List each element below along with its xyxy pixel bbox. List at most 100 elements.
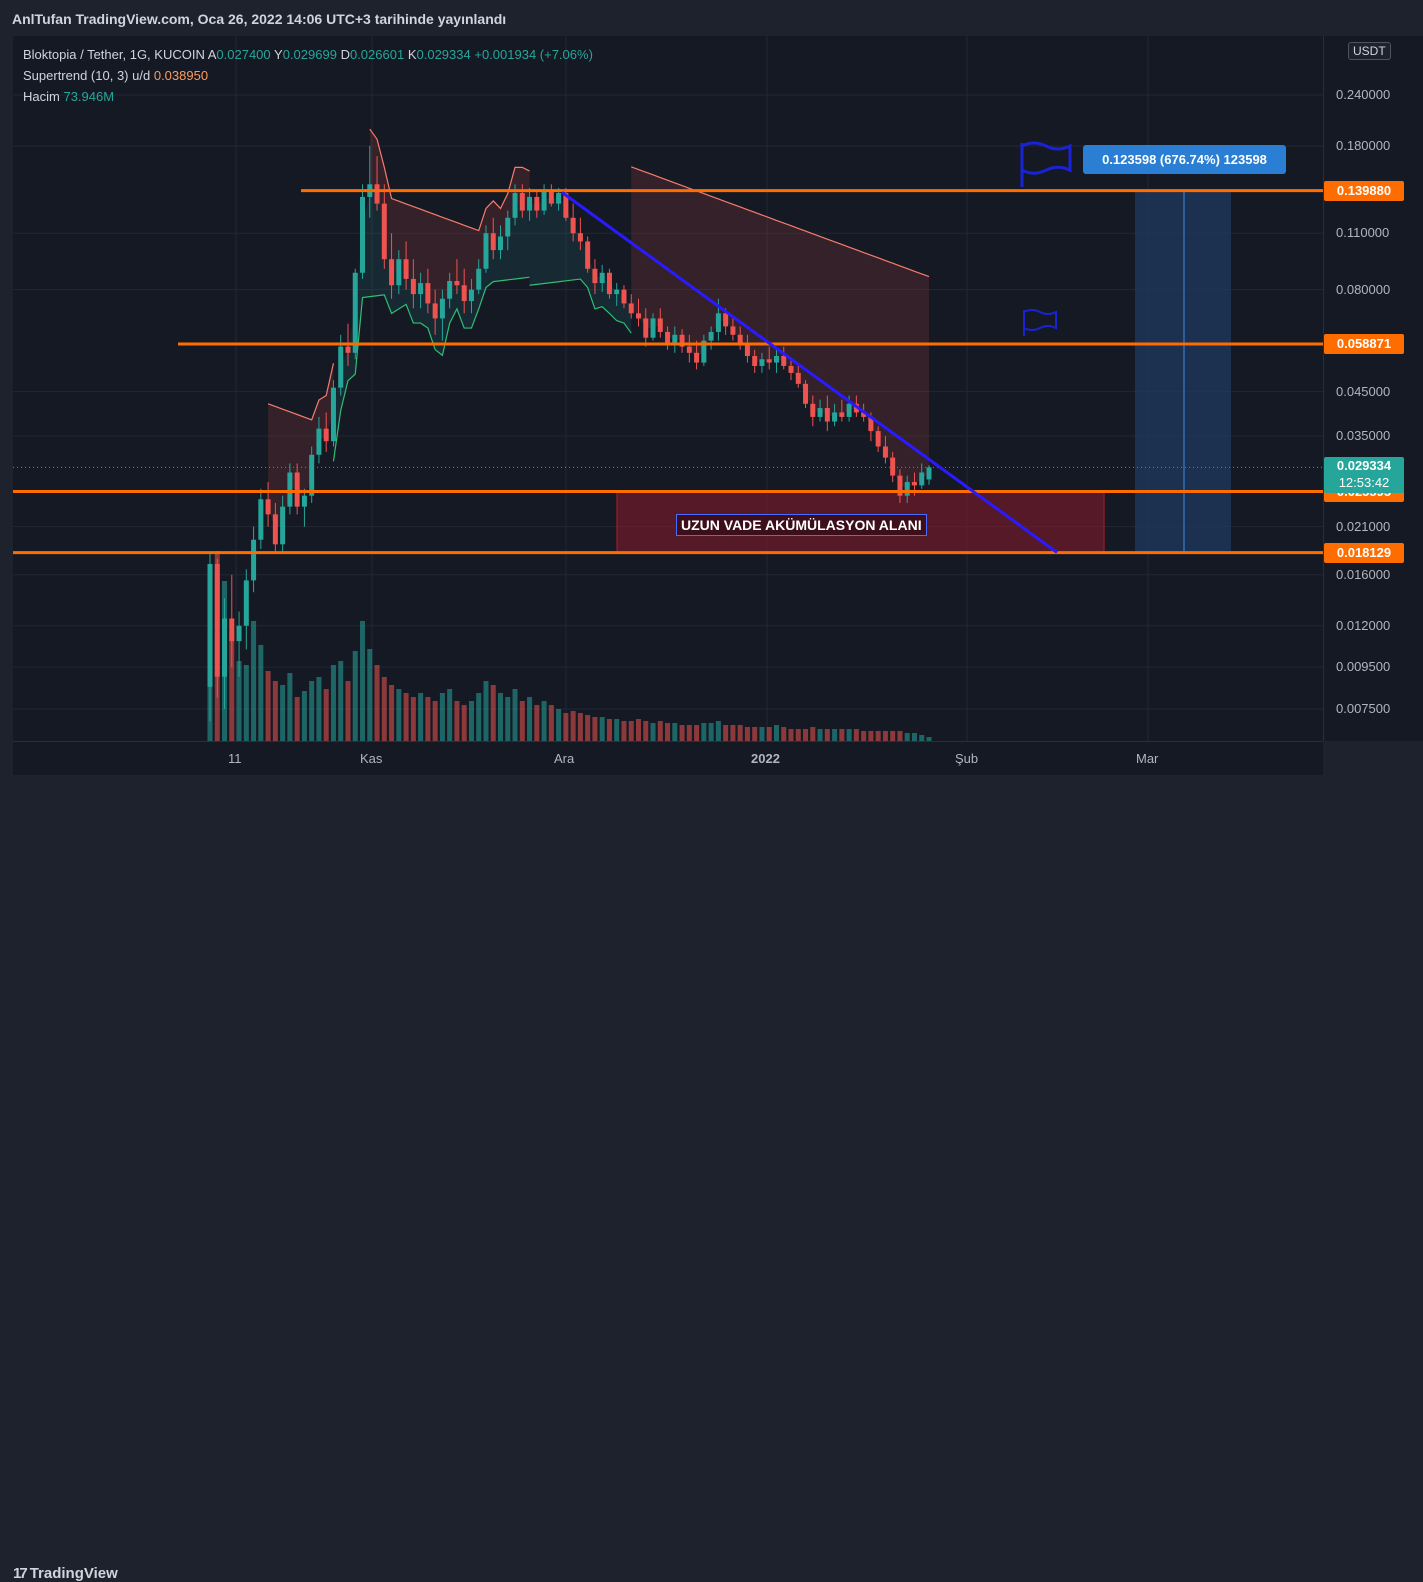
volume-bar [265,671,271,741]
volume-bar [534,705,540,741]
time-axis[interactable] [13,741,1323,776]
candle-body [272,514,278,545]
candle-body [287,472,293,507]
volume-bar [694,725,700,741]
candle-body [650,318,656,338]
supertrend-line [332,276,530,462]
volume-bar [345,681,351,741]
volume-bar [548,705,554,741]
price-axis[interactable] [1323,36,1423,741]
volume-bar [243,665,249,741]
tradingview-logo-text: TradingView [29,1565,118,1582]
tradingview-logo[interactable]: 17 TradingView [13,1565,118,1582]
volume-bar [672,723,678,741]
volume-bar [236,661,242,741]
volume-bar [338,661,344,741]
candle-body [875,431,881,447]
flag-small-icon [1023,309,1057,331]
candle-body [715,313,721,332]
chart-canvas[interactable] [0,0,1423,820]
supertrend-fill [268,363,334,529]
currency-badge[interactable]: USDT [1348,42,1391,60]
time-tick-label: Mar [1136,751,1159,766]
time-tick-label: Şub [955,751,979,766]
candle-body [606,272,612,295]
volume-bar [686,725,692,741]
candle-body [214,564,220,677]
candle-body [832,412,838,422]
supertrend-line [369,128,530,232]
volume-bar [410,697,416,741]
price-tick-label: 0.180000 [1336,137,1391,153]
volume-bar [585,715,591,741]
candle-body [897,475,903,496]
candle-body [868,416,874,432]
time-tick-label: 2022 [751,751,780,766]
supertrend-line [529,278,632,334]
candle-body [418,283,424,295]
volume-bar [374,665,380,741]
legend-low: 0.026601 [349,47,405,62]
legend-high: 0.029699 [282,47,337,62]
volume-bar [759,727,765,741]
candle-body [490,233,496,251]
volume-bar [360,621,366,741]
volume-bar [839,729,845,741]
volume-bar [570,711,576,741]
volume-bar [628,721,634,741]
legend-supertrend-row: Supertrend (10, 3) u/d 0.038950 [23,65,593,86]
volume-bar [730,725,736,741]
legend-volume-row: Hacim 73.946M [23,86,593,107]
candle-body [686,346,692,353]
time-tick-label: Ara [554,751,575,766]
candle-body [323,428,329,442]
candle-body [882,446,888,458]
volume-bar [657,721,663,741]
volume-bar [621,721,627,741]
candle-body [861,412,867,417]
time-tick-label: Kas [360,751,383,766]
volume-bar [810,727,816,741]
legend-volume-name: Hacim [23,89,60,104]
candle-body [795,372,801,384]
candle-body [926,467,932,480]
candle-body [628,303,634,314]
volume-bar [396,689,402,741]
volume-bar [577,713,583,741]
current-price-label: 0.029334 12:53:42 [1324,457,1404,494]
volume-bar [868,731,874,741]
candle-body [570,217,576,234]
candle-body [824,408,830,422]
candle-body [338,346,344,388]
volume-bar [897,731,903,741]
legend-low-key: D [340,47,350,62]
volume-bar [316,677,322,741]
volume-bar [229,631,235,741]
volume-bar [919,735,925,741]
candle-body [803,383,809,404]
candle-body [548,190,554,204]
candle-body [374,184,380,204]
price-tick-label: 0.012000 [1336,617,1391,633]
candle-body [360,196,366,273]
volume-bar [824,729,830,741]
candle-body [432,303,438,319]
level-price-label: 0.018129 [1324,542,1404,563]
candle-body [389,259,395,286]
volume-bar [505,697,511,741]
volume-bar [635,719,641,741]
descending-trendline [561,191,1058,554]
supertrend-fill [631,166,929,489]
volume-bar [476,693,482,741]
candle-body [708,331,714,341]
volume-bar [882,731,888,741]
accumulation-zone-label: UZUN VADE AKÜMÜLASYON ALANI [676,514,927,536]
volume-bar [258,645,264,741]
candle-body [410,278,416,295]
volume-bar [861,731,867,741]
candle-body [585,241,591,269]
supertrend-line [267,363,335,421]
candle-body [592,268,598,284]
volume-bar [904,733,910,741]
candle-body [330,387,336,442]
